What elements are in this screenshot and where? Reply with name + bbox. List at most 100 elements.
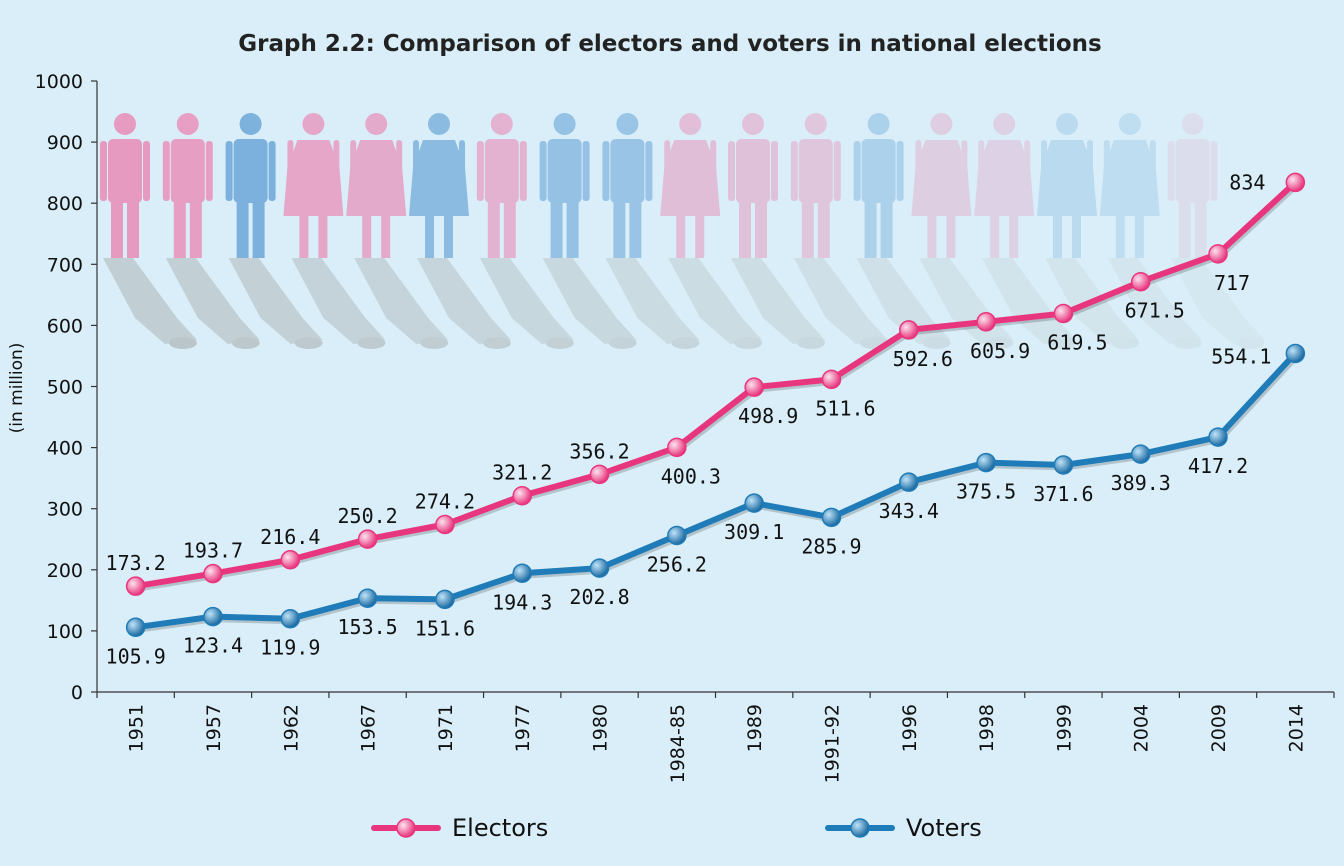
person-figure-icon [539,113,637,349]
data-label-electors: 717 [1214,271,1250,295]
x-tick-label: 1977 [512,704,534,752]
point-electors [203,563,223,584]
point-voters [1053,455,1074,475]
data-label-voters: 151.6 [415,616,475,640]
data-labels: 173.2 193.7 216.4 250.2 274.2 321.2 356.2 400.3… [106,170,1272,668]
data-label-electors: 321.2 [492,461,552,485]
x-tick-label: 1984-85 [667,704,689,783]
data-label-electors: 619.5 [1047,330,1107,354]
data-label-electors: 511.6 [815,396,875,420]
legend-electors-label: Electors [452,814,548,842]
series-line-electors [132,179,1299,590]
legend: Electors Voters [371,814,982,842]
x-tick-label: 1971 [435,704,457,752]
y-tick-label: 100 [47,621,83,643]
point-voters [1130,444,1151,464]
data-label-electors: 250.2 [337,504,397,528]
point-voters [821,507,842,528]
person-figure-icon [100,113,197,349]
x-tick-label: 1980 [590,704,612,752]
series-line-voters [132,350,1299,631]
point-voters [125,617,146,638]
axes: 0 100 200 300 400 500 600 700 800 900 1000 1951 1957… [35,71,1335,783]
x-tick-label: 1999 [1053,704,1075,752]
point-electors [589,464,610,485]
point-electors [280,550,301,570]
person-figure-icon [602,113,700,349]
data-label-electors: 274.2 [415,489,475,513]
person-figure-icon [790,113,888,349]
data-label-electors: 193.7 [183,539,243,563]
legend-item-voters: Voters [825,814,982,842]
data-label-electors: 671.5 [1125,299,1185,323]
y-tick-label: 1000 [35,71,83,93]
data-label-electors: 216.4 [260,525,320,549]
point-voters [280,608,301,629]
person-figure-icon [974,113,1077,349]
person-figure-icon [853,113,951,349]
x-tick-label: 1967 [358,704,380,752]
person-figure-icon [346,113,449,349]
data-label-voters: 119.9 [260,636,320,660]
point-electors [1208,244,1228,264]
data-label-voters: 389.3 [1111,471,1171,495]
person-figure-icon [225,113,323,349]
point-voters [744,493,764,513]
y-tick-label: 700 [47,254,83,276]
x-tick-label: 1989 [744,704,766,752]
point-electors [976,312,996,332]
x-tick-label: 2004 [1131,704,1153,752]
data-label-electors: 400.3 [661,464,721,488]
data-label-voters: 371.6 [1033,482,1093,506]
y-axis-label: (in million) [7,343,27,434]
y-tick-label: 200 [47,560,83,582]
person-figure-icon [911,113,1014,349]
data-label-voters: 554.1 [1211,344,1271,368]
x-tick-label: 2009 [1208,704,1230,752]
data-label-voters: 256.2 [647,552,707,576]
point-electors [821,369,842,390]
data-label-voters: 153.5 [337,615,397,639]
data-label-electors: 173.2 [106,551,166,575]
y-tick-label: 500 [47,377,83,399]
person-figure-icon [283,113,386,349]
legend-voters-label: Voters [906,814,982,842]
point-voters [512,563,532,584]
x-tick-label: 1957 [203,704,225,752]
legend-electors-marker [396,818,416,838]
x-tick-label: 1996 [899,704,921,752]
y-tick-label: 300 [47,499,83,521]
data-label-voters: 123.4 [183,634,243,658]
y-tick-label: 600 [47,315,83,337]
point-voters [435,589,455,610]
point-electors [1285,172,1306,193]
person-figure-icon [660,113,763,349]
y-tick-label: 800 [47,193,83,215]
point-electors [1053,303,1074,324]
point-voters [203,606,223,627]
point-electors [744,377,764,397]
legend-voters-marker [850,818,870,838]
x-tick-label: 1998 [976,704,998,752]
person-figure-icon [476,113,574,349]
data-label-voters: 194.3 [492,590,552,614]
chart-title: Graph 2.2: Comparison of electors and vo… [238,31,1102,57]
y-tick-label: 900 [47,132,83,154]
person-figure-icon [1167,113,1265,349]
series-points [125,172,1306,638]
legend-item-electors: Electors [371,814,548,842]
person-figure-icon [162,113,260,349]
point-electors [1130,271,1151,292]
data-label-voters: 285.9 [801,534,861,558]
data-label-voters: 343.4 [879,499,939,523]
data-label-electors: 605.9 [970,339,1030,363]
background-people-figures [100,113,1265,349]
data-label-voters: 417.2 [1188,454,1248,478]
point-electors [667,437,687,458]
data-label-voters: 105.9 [106,644,166,668]
point-electors [357,529,378,549]
point-electors [435,514,455,535]
data-label-electors: 356.2 [569,439,629,463]
point-voters [1285,343,1306,364]
